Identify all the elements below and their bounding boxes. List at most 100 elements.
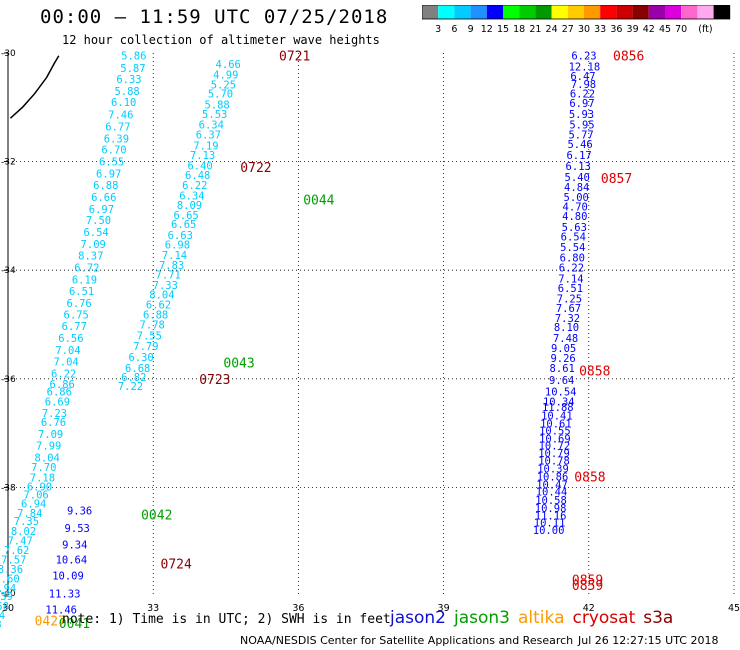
y-tick-label: -36 <box>1 375 16 385</box>
wave-height-label: 9.53 <box>65 523 90 535</box>
legend-jason2: jason2 <box>390 608 446 628</box>
wave-height-label: 6.72 <box>74 263 99 275</box>
wave-height-label: 5.53 <box>202 109 227 121</box>
wave-height-label: 11.46 <box>45 605 77 617</box>
x-tick-label: 30 <box>2 603 14 614</box>
colorbar-tick-label: 12 <box>481 24 493 35</box>
colorbar-tick-label: 27 <box>562 24 574 35</box>
wave-height-label: 7.06 <box>23 490 48 502</box>
colorbar-swatch <box>697 5 714 19</box>
wave-height-label: 8.60 <box>0 574 20 586</box>
colorbar-tick-label: 33 <box>594 24 606 35</box>
wave-height-label: 5.70 <box>208 89 233 101</box>
colorbar-tick-label: 45 <box>659 24 671 35</box>
wave-height-label: 7.09 <box>81 239 106 251</box>
colorbar-tick-label: 21 <box>529 24 541 35</box>
wave-height-label: 8.24 <box>0 610 5 622</box>
wave-height-label: 6.34 <box>179 190 204 202</box>
wave-height-label: 10.78 <box>538 455 570 467</box>
wave-height-label: 10.72 <box>539 441 571 453</box>
wave-height-label: 11.16 <box>535 511 567 523</box>
wave-height-label: 6.69 <box>45 397 70 409</box>
y-tick-label: -40 <box>1 589 16 599</box>
colorbar-swatch <box>486 5 503 19</box>
colorbar-swatch <box>665 5 682 19</box>
wave-height-label: 6.56 <box>58 333 83 345</box>
wave-height-label: 6.30 <box>128 352 153 364</box>
y-tick-label: -38 <box>1 483 16 493</box>
colorbar-swatch <box>681 5 698 19</box>
wave-height-label: 5.95 <box>569 120 594 132</box>
wave-height-label: 9.26 <box>550 353 575 365</box>
colorbar-swatch <box>503 5 520 19</box>
wave-height-label: 6.62 <box>146 299 171 311</box>
wave-height-label: 6.90 <box>27 481 52 493</box>
y-tick-label: -34 <box>1 266 16 276</box>
colorbar-swatch <box>600 5 617 19</box>
x-tick-label: 45 <box>728 603 740 614</box>
wave-height-label: 9.64 <box>549 375 574 387</box>
wave-height-label: 8.10 <box>554 322 579 334</box>
wave-height-label: 5.00 <box>564 192 589 204</box>
pass-time-label: 0724 <box>161 557 192 572</box>
colorbar-swatch <box>567 5 584 19</box>
colorbar-swatch <box>632 5 649 19</box>
wave-height-label: 7.04 <box>53 356 78 368</box>
wave-height-label: 7.32 <box>555 313 580 325</box>
wave-height-label: 10.09 <box>52 570 84 582</box>
legend-jason3: jason3 <box>454 608 510 628</box>
wave-height-label: 5.46 <box>567 139 592 151</box>
pass-time-label: 0043 <box>223 357 254 372</box>
wave-height-label: 7.84 <box>17 508 42 520</box>
colorbar-tick-label: 36 <box>610 24 622 35</box>
wave-height-label: 6.22 <box>559 263 584 275</box>
wave-height-label: 5.63 <box>562 222 587 234</box>
wave-height-label: 5.25 <box>211 80 236 92</box>
wave-height-label: 6.33 <box>116 74 141 86</box>
colorbar-swatch <box>551 5 568 19</box>
wave-height-label: 7.67 <box>556 303 581 315</box>
note-text: note: 1) Time is in UTC; 2) SWH is in fe… <box>62 612 391 627</box>
x-tick-label: 42 <box>583 603 595 614</box>
wave-height-label: 6.65 <box>173 210 198 222</box>
chart-subtitle: 12 hour collection of altimeter wave hei… <box>62 33 380 47</box>
wave-height-label: 6.34 <box>199 120 224 132</box>
wave-height-label: 10.69 <box>539 434 571 446</box>
wave-height-label: 6.98 <box>165 240 190 252</box>
wave-height-label: 6.68 <box>125 363 150 375</box>
wave-height-label: 10.64 <box>56 555 88 567</box>
wave-height-label: 10.44 <box>536 487 568 499</box>
wave-height-label: 10.98 <box>535 503 567 515</box>
wave-height-label: 6.77 <box>62 321 87 333</box>
wave-height-label: 4.70 <box>563 202 588 214</box>
wave-height-label: 6.17 <box>566 150 591 162</box>
wave-height-label: 6.82 <box>121 372 146 384</box>
wave-height-label: 7.62 <box>4 545 29 557</box>
wave-height-label: 4.66 <box>216 59 241 71</box>
pass-time-label: 0857 <box>601 172 632 187</box>
wave-height-label: 6.22 <box>182 180 207 192</box>
wave-height-label: 5.88 <box>204 100 229 112</box>
wave-height-label: 9.34 <box>62 539 87 551</box>
wave-height-label: 7.46 <box>108 109 133 121</box>
wave-height-label: 7.98 <box>571 79 596 91</box>
colorbar-swatch <box>713 5 730 19</box>
wave-height-label: 10.79 <box>538 448 570 460</box>
satellite-legend: jason2 jason3 altika cryosat s3a <box>390 608 681 628</box>
wave-height-label: 6.86 <box>47 386 72 398</box>
wave-height-label: 6.76 <box>41 417 66 429</box>
wave-height-label: 6.63 <box>168 230 193 242</box>
colorbar-swatch <box>584 5 601 19</box>
pass-time-label: 0859 <box>572 574 603 589</box>
wave-height-label: 7.48 <box>553 333 578 345</box>
wave-height-label: 6.88 <box>143 310 168 322</box>
pass-time-label: 0721 <box>279 50 310 65</box>
colorbar-swatch <box>519 5 536 19</box>
pass-time-label: 0858 <box>574 471 605 486</box>
wave-height-label: 4.99 <box>213 70 238 82</box>
wave-height-label: 12.18 <box>569 62 601 74</box>
colorbar-tick-label: 30 <box>578 24 590 35</box>
wave-height-label: 6.66 <box>91 192 116 204</box>
wave-height-label: 7.50 <box>86 215 111 227</box>
